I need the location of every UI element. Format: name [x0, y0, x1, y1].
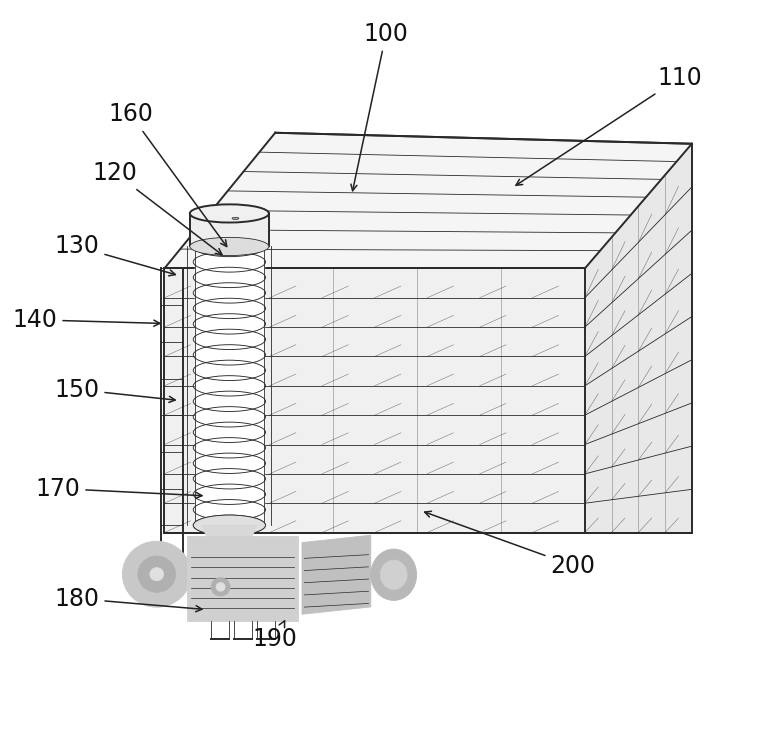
- Polygon shape: [165, 268, 585, 533]
- Ellipse shape: [190, 237, 269, 256]
- Ellipse shape: [190, 204, 269, 223]
- Ellipse shape: [150, 567, 164, 581]
- Polygon shape: [188, 537, 298, 620]
- Polygon shape: [302, 535, 371, 614]
- Ellipse shape: [211, 578, 230, 596]
- Text: 200: 200: [424, 512, 595, 578]
- Polygon shape: [165, 133, 692, 268]
- Text: 140: 140: [12, 308, 160, 331]
- Text: 130: 130: [55, 234, 175, 276]
- Polygon shape: [190, 213, 269, 246]
- Text: 180: 180: [55, 587, 202, 612]
- Text: 150: 150: [55, 378, 175, 403]
- Text: 100: 100: [351, 22, 408, 190]
- Ellipse shape: [381, 560, 407, 589]
- Ellipse shape: [122, 541, 191, 607]
- Ellipse shape: [216, 582, 225, 591]
- Text: 120: 120: [93, 161, 222, 255]
- Text: 160: 160: [108, 102, 227, 246]
- Text: 170: 170: [35, 476, 202, 501]
- Text: 190: 190: [253, 621, 298, 651]
- Ellipse shape: [371, 549, 417, 600]
- Polygon shape: [201, 526, 257, 537]
- Ellipse shape: [193, 515, 265, 535]
- Ellipse shape: [138, 556, 175, 592]
- Text: 110: 110: [516, 65, 702, 185]
- Polygon shape: [585, 144, 692, 533]
- Ellipse shape: [232, 218, 239, 220]
- Polygon shape: [195, 246, 264, 526]
